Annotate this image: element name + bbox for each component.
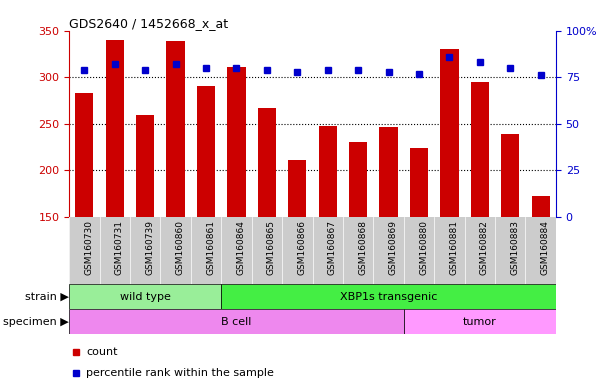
Text: GSM160865: GSM160865	[267, 220, 276, 275]
Text: count: count	[86, 347, 118, 358]
Text: B cell: B cell	[221, 316, 252, 327]
Bar	[441, 50, 459, 217]
Text: GSM160739: GSM160739	[145, 220, 154, 275]
Text: GSM160880: GSM160880	[419, 220, 428, 275]
Text: GSM160869: GSM160869	[389, 220, 398, 275]
Text: tumor: tumor	[463, 316, 497, 327]
Text: GSM160866: GSM160866	[297, 220, 307, 275]
Text: GSM160861: GSM160861	[206, 220, 215, 275]
Text: GSM160884: GSM160884	[541, 220, 550, 275]
Text: GSM160882: GSM160882	[480, 220, 489, 275]
Text: specimen ▶: specimen ▶	[4, 316, 69, 327]
Text: GSM160860: GSM160860	[175, 220, 185, 275]
Text: strain ▶: strain ▶	[25, 291, 69, 302]
Text: wild type: wild type	[120, 291, 171, 302]
Bar	[532, 197, 550, 217]
Bar	[106, 40, 124, 217]
Text: XBP1s transgenic: XBP1s transgenic	[340, 291, 438, 302]
Bar	[197, 86, 215, 217]
Bar	[69, 309, 404, 334]
Text: GSM160881: GSM160881	[450, 220, 459, 275]
Bar	[75, 93, 94, 217]
Bar	[404, 309, 556, 334]
Bar	[471, 82, 489, 217]
Text: GSM160730: GSM160730	[84, 220, 93, 275]
Bar	[221, 284, 556, 309]
Text: GSM160883: GSM160883	[510, 220, 519, 275]
Bar	[166, 41, 185, 217]
Bar	[319, 126, 337, 217]
Bar	[288, 160, 307, 217]
Bar	[258, 108, 276, 217]
Bar	[349, 142, 367, 217]
Text: GSM160867: GSM160867	[328, 220, 337, 275]
Bar	[379, 127, 398, 217]
Text: GSM160868: GSM160868	[358, 220, 367, 275]
Bar	[410, 148, 428, 217]
Text: percentile rank within the sample: percentile rank within the sample	[86, 368, 274, 379]
Bar	[69, 284, 221, 309]
Text: GDS2640 / 1452668_x_at: GDS2640 / 1452668_x_at	[69, 17, 228, 30]
Bar	[227, 67, 246, 217]
Text: GSM160864: GSM160864	[236, 220, 245, 275]
Bar	[501, 134, 519, 217]
Bar	[136, 114, 154, 217]
Text: GSM160731: GSM160731	[115, 220, 124, 275]
